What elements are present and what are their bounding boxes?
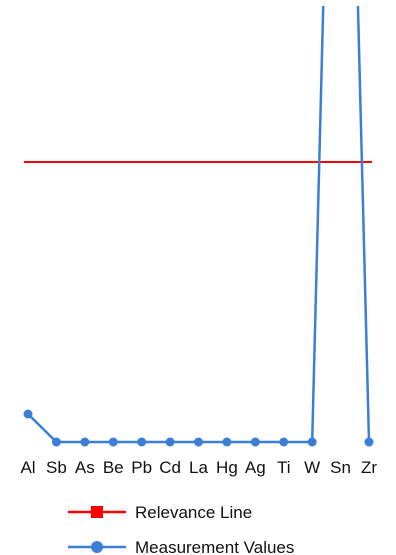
x-tick-label-as: As — [75, 458, 95, 477]
x-tick-label-la: La — [189, 458, 208, 477]
data-point-hg — [222, 437, 232, 447]
data-point-sb — [51, 437, 61, 447]
legend-label-measurement-values: Measurement Values — [135, 538, 294, 555]
data-point-be — [108, 437, 118, 447]
series-layer — [23, 6, 374, 447]
x-axis: Al Sb As Be Pb Cd La Hg Ag Ti W Sn Zr — [20, 458, 377, 477]
legend-label-relevance-line: Relevance Line — [135, 503, 252, 522]
data-point-la — [194, 437, 203, 447]
x-tick-label-hg: Hg — [216, 458, 238, 477]
data-point-ti — [279, 437, 289, 447]
legend-marker-relevance-line — [91, 506, 103, 518]
data-point-al — [23, 409, 33, 419]
x-tick-label-al: Al — [20, 458, 35, 477]
x-tick-label-be: Be — [103, 458, 124, 477]
legend-marker-measurement-values — [91, 541, 103, 553]
x-tick-label-sn: Sn — [330, 458, 351, 477]
data-point-zr — [364, 437, 374, 447]
legend: Relevance Line Measurement Values — [68, 503, 294, 555]
data-point-as — [80, 437, 90, 447]
data-point-cd — [165, 437, 175, 447]
data-point-ag — [250, 437, 260, 447]
x-tick-label-ti: Ti — [277, 458, 291, 477]
x-tick-label-pb: Pb — [131, 458, 152, 477]
measurement-values-line — [27, 6, 371, 444]
data-point-w — [307, 437, 317, 447]
x-tick-label-cd: Cd — [159, 458, 181, 477]
data-point-pb — [137, 437, 147, 447]
x-tick-label-ag: Ag — [245, 458, 266, 477]
x-tick-label-w: W — [304, 458, 320, 477]
x-tick-label-zr: Zr — [361, 458, 377, 477]
x-tick-label-sb: Sb — [46, 458, 67, 477]
